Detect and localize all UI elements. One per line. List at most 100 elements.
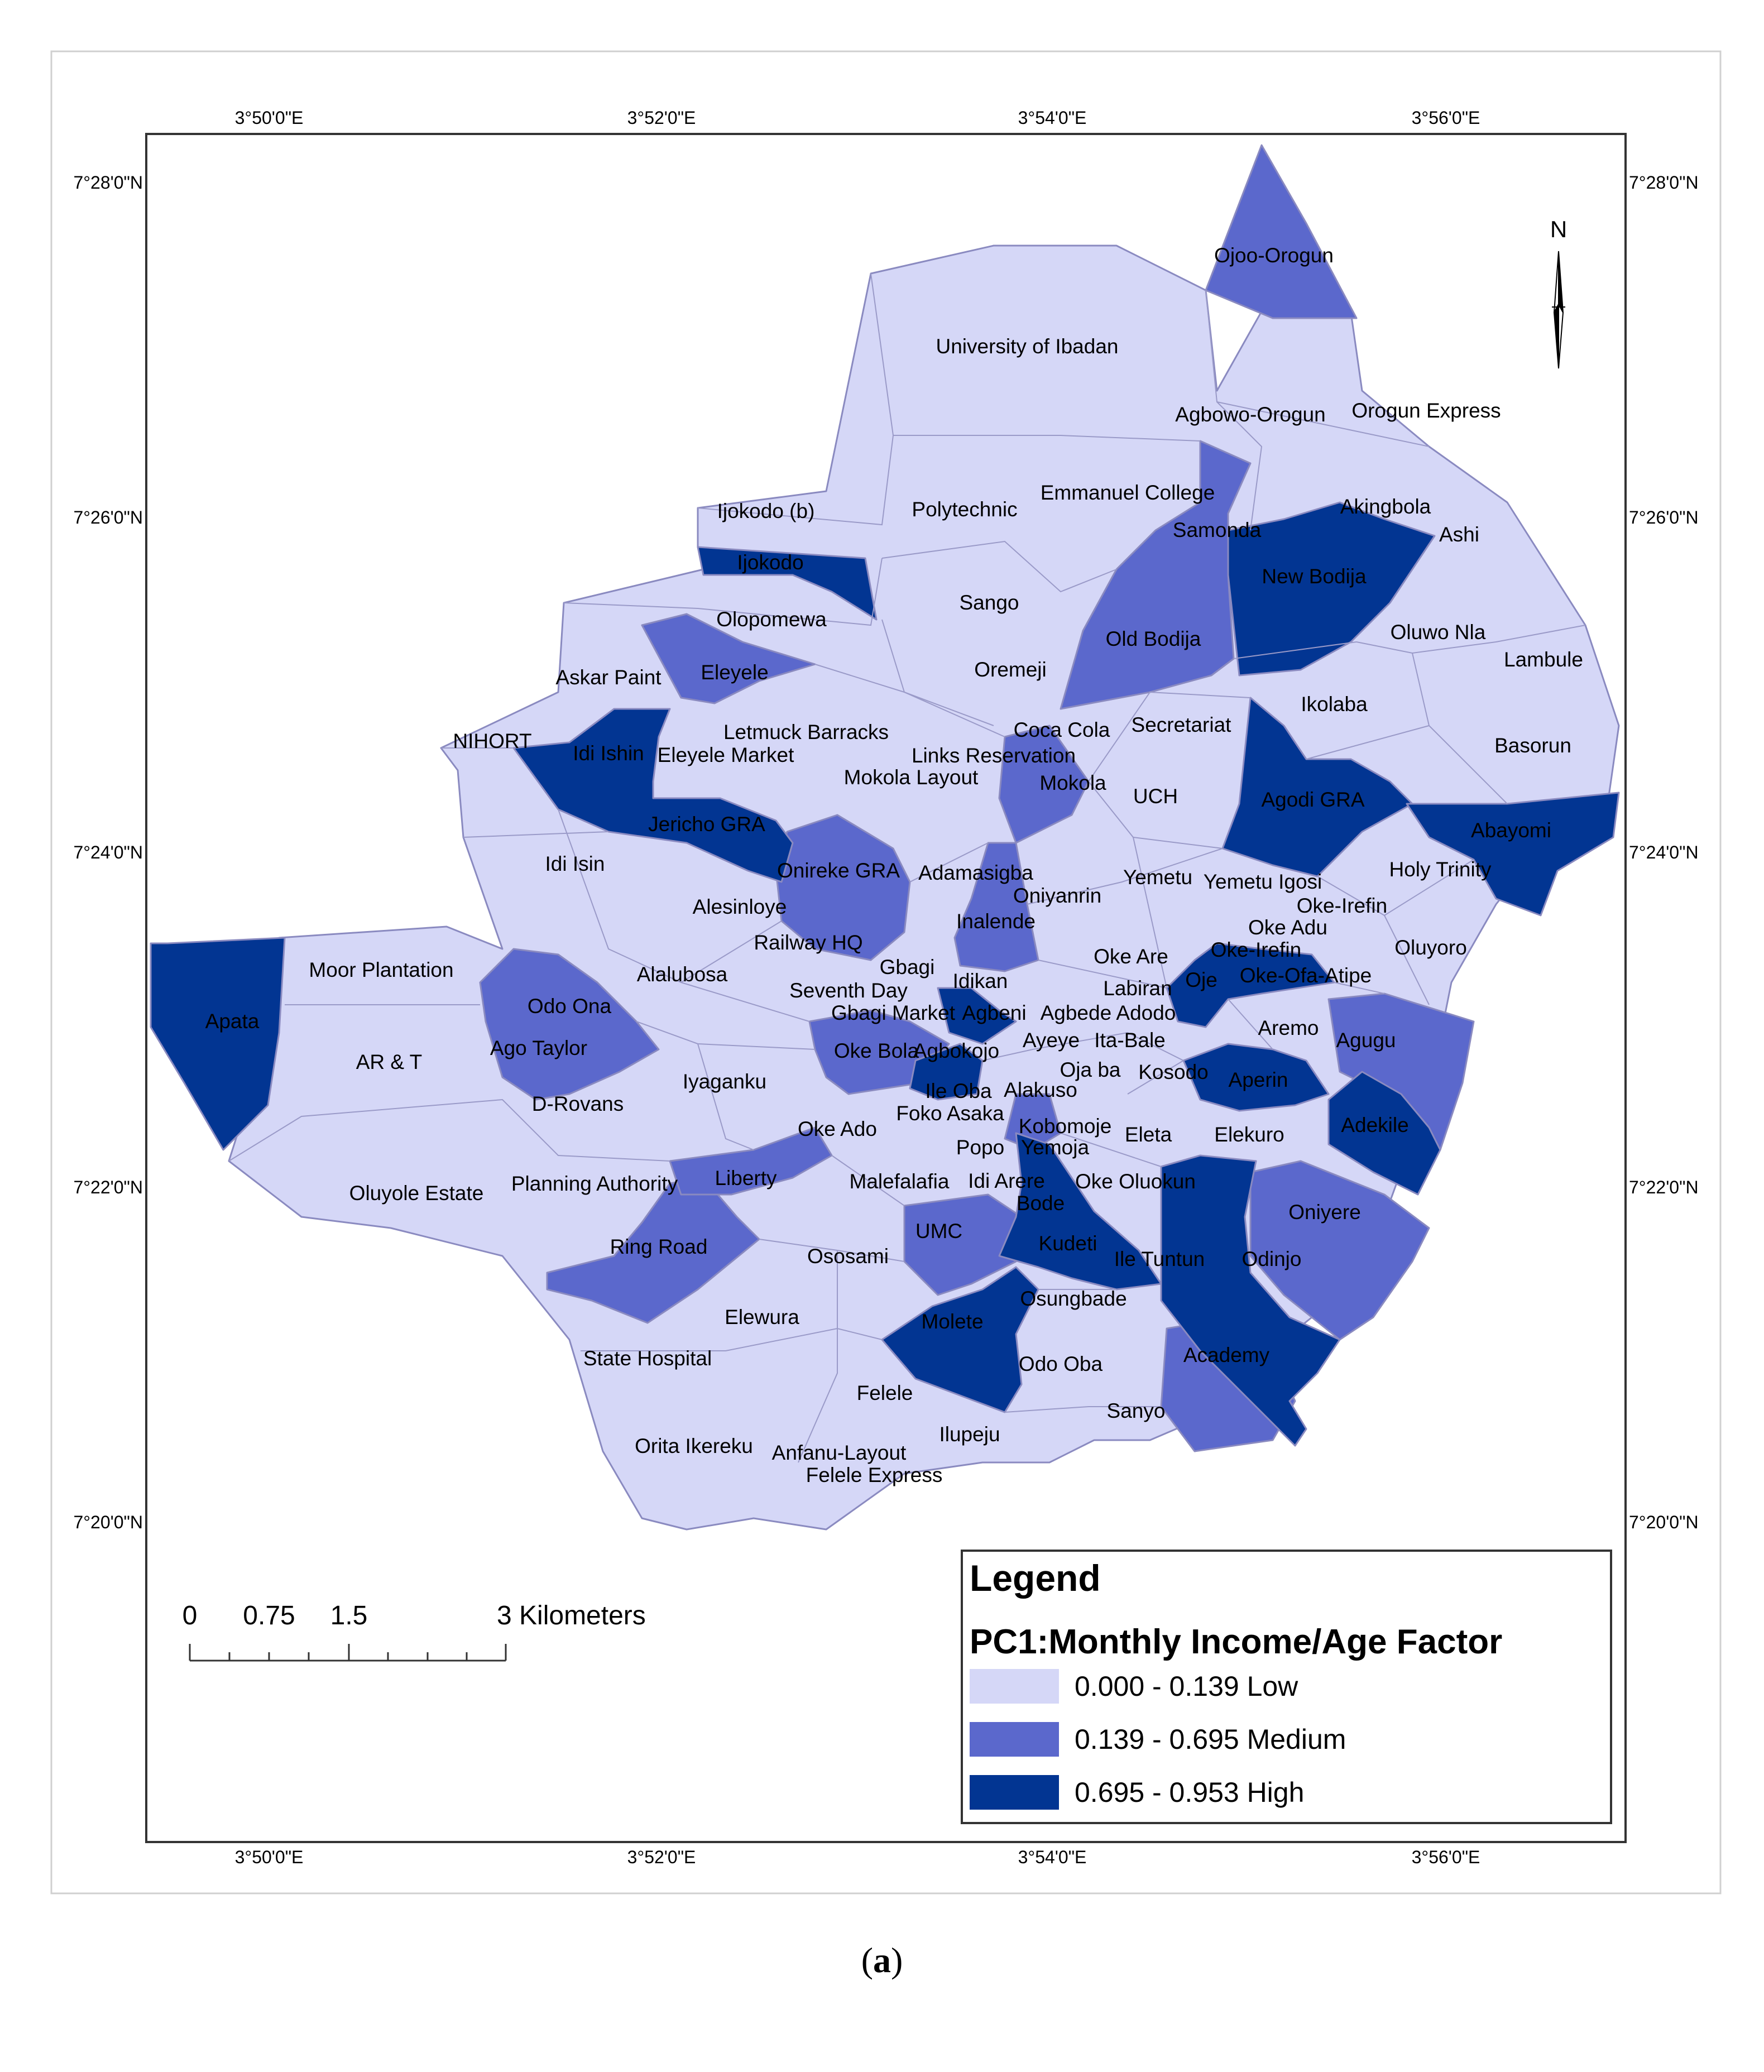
- place-label: Oke Ado: [798, 1117, 877, 1140]
- place-label: Osungbade: [1020, 1287, 1127, 1310]
- place-label: Sanyo: [1107, 1399, 1166, 1422]
- place-label: Eleta: [1125, 1123, 1172, 1146]
- place-label: Oluyoro: [1394, 936, 1467, 959]
- place-label: Ijokodo: [737, 551, 803, 574]
- place-label: Ososami: [807, 1245, 889, 1268]
- place-label: Basorun: [1494, 734, 1571, 757]
- place-label: Oke Bola: [834, 1039, 919, 1062]
- place-label: Idi Isin: [545, 852, 605, 875]
- place-label: Agodi GRA: [1261, 788, 1364, 811]
- lat-label-left: 7°26'0"N: [73, 507, 143, 527]
- scale-bar: 0 0.75 1.5 3 Kilometers: [183, 1601, 646, 1662]
- place-label: Anfanu-Layout: [772, 1441, 907, 1464]
- region-liberty: [669, 1126, 833, 1196]
- place-label: Railway HQ: [754, 931, 862, 954]
- region-umc: [903, 1193, 1023, 1296]
- place-label: Malefalafia: [850, 1170, 950, 1193]
- place-label: Mokola Layout: [844, 766, 979, 789]
- place-label: Orogun Express: [1351, 399, 1501, 422]
- place-label: Lambule: [1504, 648, 1583, 671]
- lat-label-right: 7°22'0"N: [1629, 1177, 1699, 1197]
- place-label: Agbokojo: [913, 1039, 999, 1062]
- place-label: Oke Adu: [1248, 916, 1327, 939]
- place-label: Ilupeju: [939, 1423, 1000, 1446]
- place-label: Eleyele Market: [658, 744, 794, 766]
- place-label: Samonda: [1173, 519, 1262, 541]
- internal-boundaries: [228, 273, 1586, 1463]
- place-label: Academy: [1183, 1344, 1270, 1366]
- place-label: Ijokodo (b): [717, 500, 815, 522]
- place-label: Ago Taylor: [490, 1037, 587, 1059]
- place-label: Jericho GRA: [648, 813, 765, 836]
- place-label: Yemetu: [1123, 866, 1192, 889]
- caption-letter: a: [873, 1940, 891, 1980]
- place-label: Elekuro: [1214, 1123, 1284, 1146]
- place-label: Idi Ishin: [573, 742, 644, 765]
- place-label: Kudeti: [1039, 1232, 1097, 1255]
- place-label: University of Ibadan: [936, 335, 1118, 358]
- lon-label-bottom: 3°50'0"E: [235, 1847, 304, 1867]
- place-label: Ita-Bale: [1094, 1029, 1166, 1052]
- lat-label-left: 7°22'0"N: [73, 1177, 143, 1197]
- region-odo-ona: [479, 948, 660, 1101]
- place-label: New Bodija: [1262, 565, 1367, 588]
- place-label: Idi Arere: [968, 1169, 1045, 1192]
- place-label: Agbowo-Orogun: [1175, 403, 1325, 426]
- legend: Legend PC1:Monthly Income/Age Factor 0.0…: [961, 1550, 1612, 1824]
- place-label: Alakuso: [1004, 1078, 1077, 1101]
- place-label: UCH: [1133, 785, 1178, 808]
- lon-label-bottom: 3°52'0"E: [627, 1847, 696, 1867]
- place-label: Oke Oluokun: [1075, 1170, 1196, 1193]
- place-label: State Hospital: [583, 1347, 712, 1370]
- legend-item-label: 0.139 - 0.695 Medium: [1075, 1724, 1346, 1755]
- lat-label-right: 7°20'0"N: [1629, 1512, 1699, 1532]
- place-label: Aperin: [1229, 1068, 1288, 1091]
- place-label: UMC: [915, 1220, 962, 1243]
- place-label: Alalubosa: [637, 963, 728, 986]
- place-label: Bode: [1017, 1192, 1065, 1215]
- place-label: Gbagi Market: [831, 1001, 956, 1024]
- place-label: Orita Ikereku: [635, 1435, 753, 1457]
- place-label: Idikan: [953, 970, 1008, 992]
- caption-open: (: [861, 1940, 873, 1980]
- place-label: D-Rovans: [532, 1092, 624, 1115]
- region-eleyele: [641, 613, 816, 704]
- place-labels: Ojoo-Orogun University of Ibadan Agbowo-Or…: [205, 244, 1583, 1486]
- place-label: Oluwo Nla: [1391, 621, 1486, 644]
- place-label: Askar Paint: [555, 666, 662, 689]
- lat-label-left: 7°20'0"N: [73, 1512, 143, 1532]
- scale-label: 3 Kilometers: [497, 1601, 646, 1630]
- place-label: Odo Ona: [528, 995, 612, 1018]
- scale-label: 0.75: [243, 1601, 295, 1630]
- place-label: Secretariat: [1132, 713, 1232, 736]
- place-label: Oja ba: [1060, 1058, 1120, 1081]
- longitude-labels-bottom: 3°50'0"E 3°52'0"E 3°54'0"E 3°56'0"E: [235, 1847, 1480, 1867]
- place-label: Ashi: [1439, 523, 1479, 546]
- lat-label-right: 7°24'0"N: [1629, 842, 1699, 862]
- lon-label-bottom: 3°56'0"E: [1412, 1847, 1480, 1867]
- place-label: Agugu: [1336, 1029, 1396, 1052]
- place-label: Agbede Adodo: [1041, 1001, 1176, 1024]
- latitude-labels-left: 7°28'0"N 7°26'0"N 7°24'0"N 7°22'0"N 7°20…: [73, 172, 143, 1532]
- place-label: Eleyele: [701, 661, 768, 684]
- lon-label-top: 3°54'0"E: [1018, 108, 1087, 128]
- place-label: Gbagi: [880, 956, 935, 979]
- place-label: Inalende: [956, 910, 1036, 933]
- region-aperin: [1182, 1043, 1330, 1112]
- place-label: Kosodo: [1138, 1061, 1209, 1083]
- place-label: Mokola: [1039, 771, 1106, 794]
- legend-title: Legend: [970, 1557, 1101, 1599]
- north-label: N: [1550, 216, 1567, 242]
- region-ojoo-orogun: [1205, 144, 1358, 319]
- place-label: Sango: [960, 591, 1019, 614]
- lat-label-right: 7°28'0"N: [1629, 172, 1699, 193]
- place-label: AR & T: [356, 1051, 423, 1073]
- place-label: Adamasigba: [918, 861, 1033, 884]
- place-label: Seventh Day: [789, 979, 908, 1002]
- place-label: Kobomoje: [1019, 1115, 1112, 1138]
- region-oniyere: [1249, 1160, 1430, 1341]
- place-label: Aremo: [1258, 1016, 1319, 1039]
- region-agbokojo: [909, 1043, 984, 1101]
- region-onireke-gra: [775, 814, 911, 961]
